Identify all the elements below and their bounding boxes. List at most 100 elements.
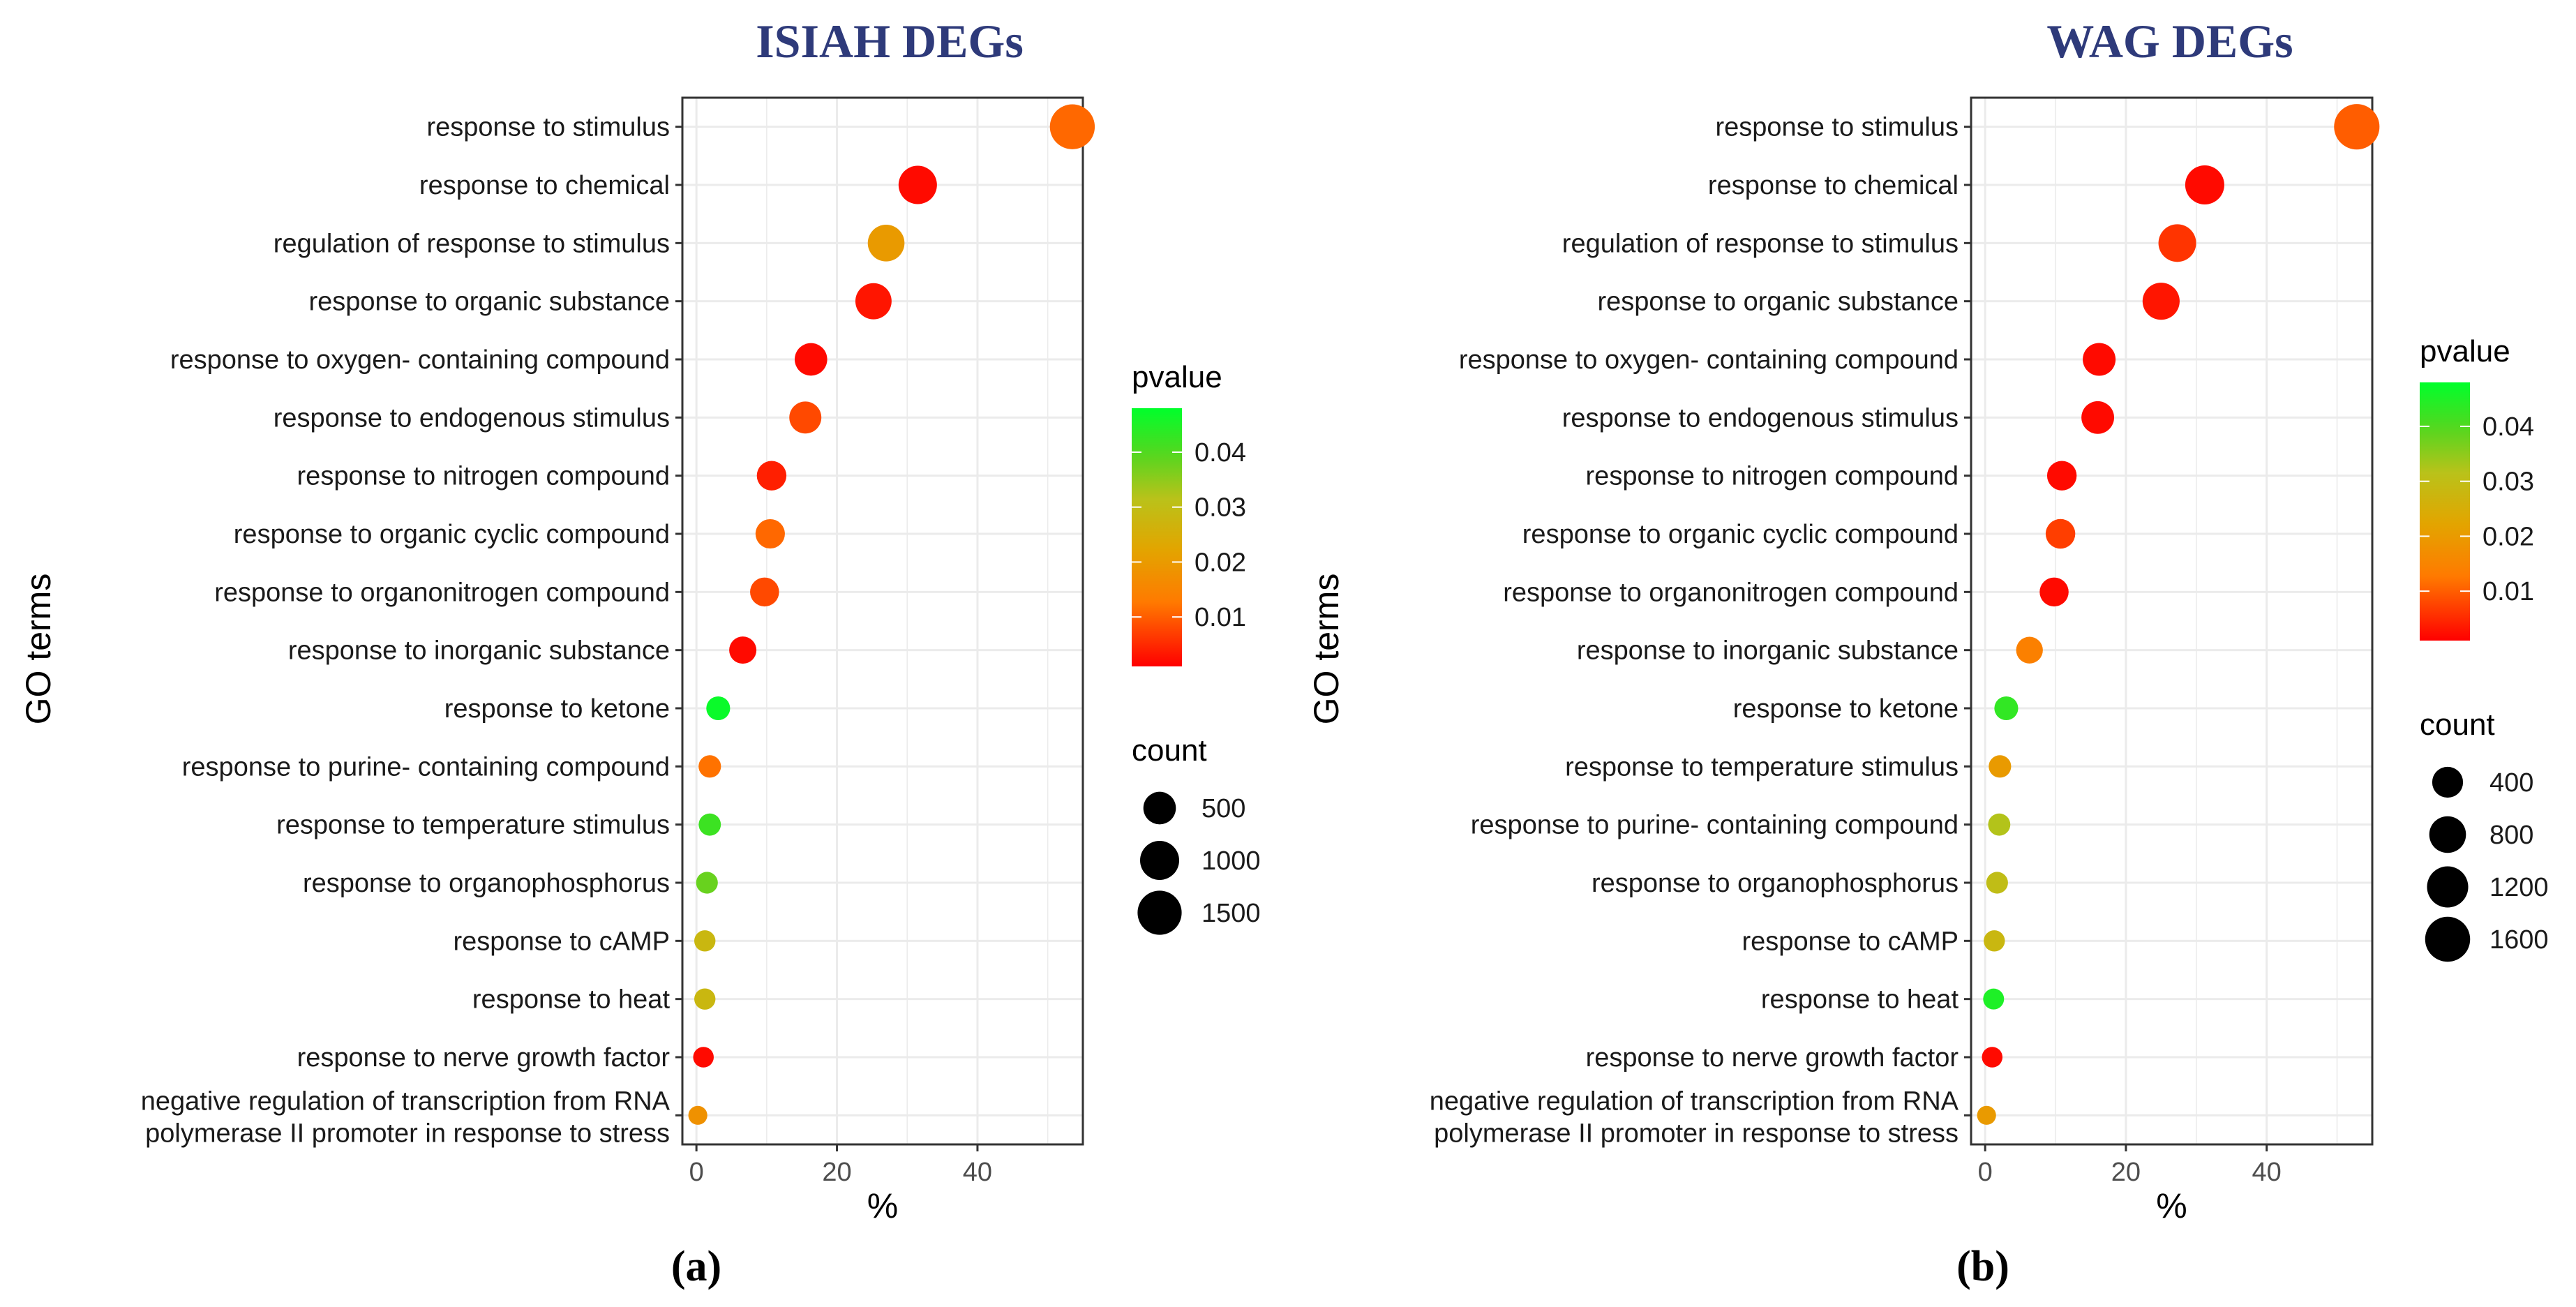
size-key-point xyxy=(2425,916,2471,962)
plot-background xyxy=(682,98,1083,1144)
data-point xyxy=(2334,104,2380,150)
pvalue-colorbar xyxy=(1132,408,1182,666)
data-point xyxy=(1984,930,2005,952)
size-key-point xyxy=(2432,766,2464,798)
y-tick-label-line: negative regulation of transcription fro… xyxy=(141,1086,671,1116)
pvalue-legend: pvalue 0.01 0.02 0.03 0.04 xyxy=(1132,360,1246,666)
data-point xyxy=(1049,104,1095,149)
y-tick-label-line: response to nerve growth factor xyxy=(1586,1043,1959,1073)
y-tick-label: response to organic substance xyxy=(1597,287,1959,317)
y-tick-label: response to nerve growth factor xyxy=(297,1043,671,1073)
y-tick-label: response to organic cyclic compound xyxy=(234,520,670,549)
plot-background xyxy=(1971,98,2372,1144)
y-tick-label-line: response to nerve growth factor xyxy=(297,1043,671,1073)
y-tick-label-line: response to oxygen- containing compound xyxy=(1459,345,1959,375)
data-point xyxy=(2083,343,2116,376)
y-tick-label: response to temperature stimulus xyxy=(276,811,670,840)
y-tick-label-line: response to ketone xyxy=(1733,694,1959,724)
data-point xyxy=(2142,283,2180,320)
y-tick-label-line: response to organic cyclic compound xyxy=(1522,520,1959,549)
y-tick-label-line: response to organic substance xyxy=(308,287,670,317)
size-key-label: 1000 xyxy=(1201,846,1261,876)
y-tick-label: response to nerve growth factor xyxy=(1586,1043,1959,1073)
data-point xyxy=(694,988,716,1010)
x-tick-label: 0 xyxy=(689,1158,704,1187)
colorbar-label: 0.03 xyxy=(1195,493,1246,523)
y-axis-title: GO terms xyxy=(19,574,58,725)
chart-title: ISIAH DEGs xyxy=(756,15,1024,68)
size-key-point xyxy=(2429,816,2466,853)
data-point xyxy=(693,1047,714,1068)
chart-panel-b: response to stimulus response to chemical… xyxy=(1307,15,2549,1290)
data-point xyxy=(706,696,731,721)
y-tick-label-line: response to purine- containing compound xyxy=(182,752,670,782)
y-tick-label: response to oxygen- containing compound xyxy=(170,345,670,375)
y-tick-label-line: response to ketone xyxy=(444,694,670,724)
y-tick-label-line: response to heat xyxy=(1761,985,1959,1015)
data-point xyxy=(688,1105,707,1125)
y-tick-label-line: response to heat xyxy=(472,985,671,1015)
colorbar-label: 0.04 xyxy=(2483,412,2534,442)
count-legend: count 400 800 1200 1600 xyxy=(2420,708,2549,962)
size-key-point xyxy=(1143,791,1176,825)
y-tick-label-line: response to organonitrogen compound xyxy=(1503,578,1959,607)
y-tick-label-line: response to nitrogen compound xyxy=(1586,462,1959,491)
y-tick-label: response to heat xyxy=(1761,985,1959,1015)
data-point xyxy=(2046,461,2077,491)
y-tick-label-line: response to organonitrogen compound xyxy=(214,578,670,607)
colorbar-label: 0.01 xyxy=(2483,577,2534,606)
panel-label: (a) xyxy=(671,1243,721,1290)
data-point xyxy=(794,343,828,376)
size-key-label: 1200 xyxy=(2489,873,2549,902)
y-tick-label: response to endogenous stimulus xyxy=(1562,403,1959,433)
legend-title-count: count xyxy=(1132,733,1207,768)
data-point xyxy=(750,577,779,607)
y-tick-label-line: response to organophosphorus xyxy=(1592,869,1959,898)
y-tick-label: response to nitrogen compound xyxy=(1586,462,1959,491)
pvalue-legend: pvalue 0.01 0.02 0.03 0.04 xyxy=(2420,334,2534,641)
size-key-label: 400 xyxy=(2489,768,2533,798)
size-key-label: 1500 xyxy=(1201,899,1261,928)
y-tick-label: negative regulation of transcription fro… xyxy=(141,1086,671,1148)
y-tick-label-line: response to cAMP xyxy=(454,927,670,956)
y-tick-label-line: response to cAMP xyxy=(1742,927,1959,956)
y-tick-label: response to inorganic substance xyxy=(288,636,670,666)
y-tick-label-line: response to endogenous stimulus xyxy=(1562,403,1959,433)
y-tick-label-line: response to organic substance xyxy=(1597,287,1959,317)
data-point xyxy=(1988,813,2011,836)
y-tick-label: response to cAMP xyxy=(1742,927,1959,956)
y-tick-label-line: response to nitrogen compound xyxy=(297,462,670,491)
x-tick-label: 20 xyxy=(2111,1158,2141,1187)
y-tick-label: negative regulation of transcription fro… xyxy=(1430,1086,1959,1148)
size-key-point xyxy=(1140,841,1179,880)
data-point xyxy=(2016,636,2043,664)
x-axis-title: % xyxy=(2156,1186,2187,1225)
y-tick-label: response to organonitrogen compound xyxy=(214,578,670,607)
data-point xyxy=(755,518,785,549)
data-point xyxy=(696,872,718,894)
size-key-label: 1600 xyxy=(2489,925,2549,955)
size-key-label: 800 xyxy=(2489,821,2533,850)
data-point xyxy=(2039,577,2069,607)
data-point xyxy=(855,283,892,320)
y-tick-label: response to chemical xyxy=(1708,171,1959,200)
y-tick-label-line: response to organophosphorus xyxy=(303,869,670,898)
data-point xyxy=(1982,1047,2003,1068)
data-point xyxy=(756,461,787,491)
y-tick-label: response to organic cyclic compound xyxy=(1522,520,1959,549)
y-tick-label: response to purine- containing compound xyxy=(1471,811,1959,840)
y-tick-label: response to cAMP xyxy=(454,927,670,956)
y-tick-label-line: response to stimulus xyxy=(427,113,671,142)
y-tick-label-line: response to stimulus xyxy=(1716,113,1959,142)
data-point xyxy=(729,636,757,664)
data-point xyxy=(898,165,937,204)
y-tick-label: response to nitrogen compound xyxy=(297,462,670,491)
data-point xyxy=(1977,1105,1996,1125)
colorbar-label: 0.04 xyxy=(1195,438,1246,468)
data-point xyxy=(698,755,721,778)
legend-title-pvalue: pvalue xyxy=(2420,334,2510,368)
data-point xyxy=(867,225,905,262)
data-point xyxy=(789,401,822,434)
y-tick-label-line: polymerase II promoter in response to st… xyxy=(1434,1119,1959,1148)
